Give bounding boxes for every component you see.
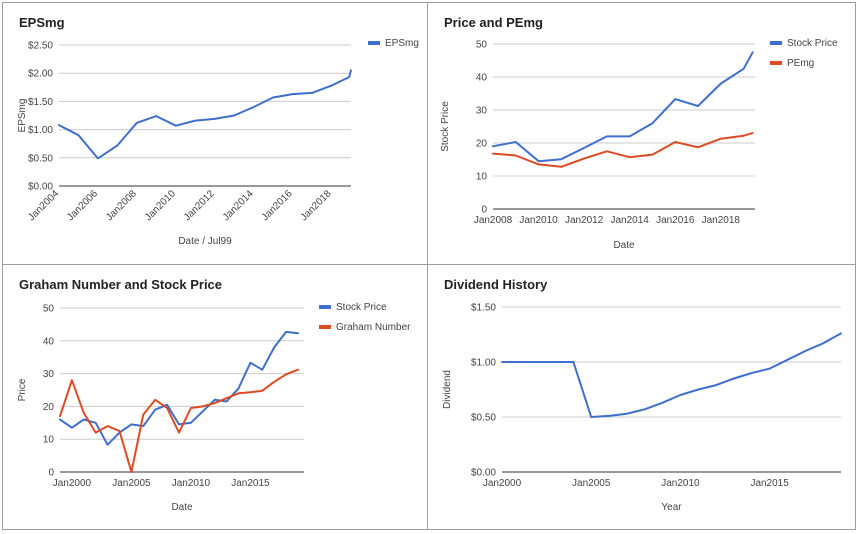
y-tick-label: $1.00: [28, 125, 53, 136]
legend-swatch: [770, 61, 782, 65]
x-tick-label: Jan2005: [112, 478, 151, 489]
x-tick-label: Jan2012: [565, 215, 604, 226]
x-tick-label: Jan2010: [143, 188, 178, 223]
y-tick-label: 20: [43, 402, 55, 413]
y-tick-label: 50: [43, 304, 55, 315]
chart-title: EPSmg: [19, 15, 65, 30]
y-axis-title: EPSmg: [17, 99, 28, 133]
x-tick-label: Jan2000: [53, 478, 92, 489]
y-tick-label: 30: [476, 106, 488, 117]
x-tick-label: Jan2008: [474, 215, 513, 226]
legend-label: PEmg: [787, 58, 814, 69]
series-line-dividend: [501, 332, 842, 418]
y-tick-label: 20: [476, 139, 488, 150]
y-tick-label: 0: [481, 205, 487, 216]
chart-svg: 0 10 20 30 40 50 Jan2008 Jan2010 Jan2012 Jan2014 J…: [440, 38, 838, 251]
legend-swatch: [319, 325, 331, 329]
y-tick-label: 50: [476, 40, 488, 51]
y-tick-label: $1.50: [471, 303, 496, 314]
y-tick-label: $0.50: [28, 153, 53, 164]
legend-swatch: [368, 41, 380, 45]
chart-panel-dividend: Dividend History $0.00 $0.50 $1.00 $1.50 Jan…: [427, 264, 856, 530]
legend-swatch: [770, 41, 782, 45]
chart-svg: 0 10 20 30 40 50 Jan2000 Jan2005 Jan2010 Jan2015 D…: [17, 302, 411, 513]
x-tick-label: Jan2015: [231, 478, 270, 489]
series-line-graham-number: [59, 368, 299, 473]
series-line-stock-price: [59, 330, 299, 446]
y-tick-label: $2.50: [28, 41, 53, 52]
y-tick-label: $1.50: [28, 97, 53, 108]
chart-panel-price-pemg: Price and PEmg 0 10 20 30 40 50 Jan2008 Jan2010…: [427, 2, 856, 265]
legend-label: Stock Price: [336, 302, 387, 313]
chart-svg: $0.00 $0.50 $1.00 $1.50 Jan2000 Jan2005 Jan201…: [442, 303, 842, 513]
x-tick-label: Jan2010: [661, 478, 700, 489]
chart-panel-epsmg: EPSmg $0.00 $0.50 $1.00 $1.50 $2.00 $2.50 Jan2…: [2, 2, 428, 265]
x-tick-label: Jan2016: [260, 188, 295, 223]
x-tick-label: Jan2010: [172, 478, 211, 489]
chart-title: Price and PEmg: [444, 15, 543, 30]
x-tick-label: Jan2014: [221, 188, 256, 223]
chart-panel-graham: Graham Number and Stock Price 0 10 20 30 40 5…: [2, 264, 428, 530]
x-axis-title: Date / Jul99: [178, 236, 232, 247]
x-tick-label: Jan2008: [104, 188, 139, 223]
y-tick-label: 40: [476, 73, 488, 84]
y-tick-label: 40: [43, 336, 55, 347]
x-tick-label: Jan2018: [299, 188, 334, 223]
x-tick-label: Jan2018: [702, 215, 741, 226]
chart-title: Dividend History: [444, 277, 548, 292]
y-tick-label: 0: [48, 468, 54, 479]
x-axis-title: Date: [171, 502, 193, 513]
y-axis-title: Stock Price: [440, 101, 451, 152]
legend-label: Stock Price: [787, 38, 838, 49]
x-tick-label: Jan2006: [65, 188, 100, 223]
y-tick-label: $0.00: [471, 468, 496, 479]
series-line-stock-price: [492, 51, 754, 163]
x-tick-label: Jan2014: [611, 215, 650, 226]
y-axis-title: Price: [17, 378, 28, 401]
y-tick-label: $0.50: [471, 413, 496, 424]
x-axis-title: Date: [613, 240, 635, 251]
x-tick-label: Jan2016: [656, 215, 695, 226]
y-tick-label: $0.00: [28, 182, 53, 193]
legend-label: EPSmg: [385, 38, 419, 49]
y-tick-label: $2.00: [28, 69, 53, 80]
legend-label: Graham Number: [336, 322, 411, 333]
x-axis-title: Year: [661, 502, 682, 513]
x-tick-label: Jan2004: [26, 188, 61, 223]
series-line-epsmg: [58, 69, 352, 160]
series-line-pemg: [492, 132, 754, 168]
y-tick-label: 30: [43, 369, 55, 380]
y-tick-label: 10: [43, 435, 55, 446]
x-tick-label: Jan2000: [483, 478, 522, 489]
y-tick-label: $1.00: [471, 358, 496, 369]
y-tick-label: 10: [476, 172, 488, 183]
x-tick-label: Jan2015: [750, 478, 789, 489]
y-axis-title: Dividend: [442, 370, 453, 409]
x-tick-label: Jan2012: [182, 188, 217, 223]
legend-swatch: [319, 305, 331, 309]
chart-title: Graham Number and Stock Price: [19, 277, 223, 292]
x-tick-label: Jan2005: [572, 478, 611, 489]
x-tick-label: Jan2010: [519, 215, 558, 226]
